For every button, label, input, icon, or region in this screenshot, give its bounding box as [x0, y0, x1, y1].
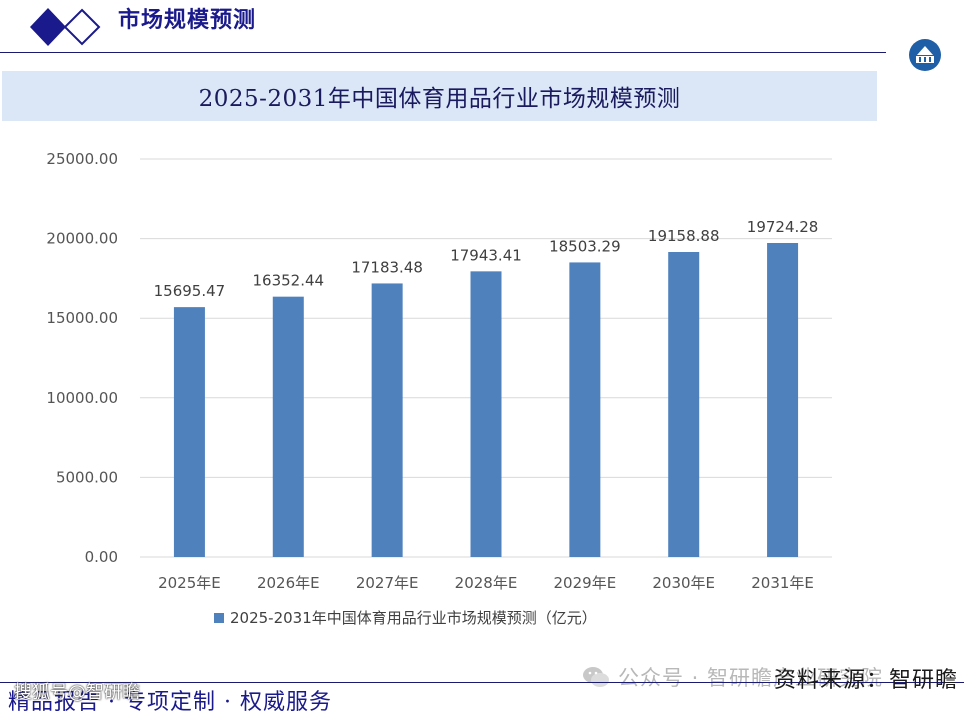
legend-swatch: [214, 612, 224, 623]
data-label: 19158.88: [648, 227, 720, 245]
chart-title: 2025-2031年中国体育用品行业市场规模预测: [198, 86, 681, 112]
data-source: 资料来源：智研瞻: [773, 668, 958, 693]
y-tick-label: 15000.00: [46, 309, 118, 327]
data-label: 15695.47: [154, 282, 226, 300]
chart-legend: 2025-2031年中国体育用品行业市场规模预测（亿元）: [214, 607, 597, 628]
header-title: 市场规模预测: [118, 7, 257, 33]
bar: [569, 262, 601, 557]
y-tick-label: 10000.00: [46, 389, 118, 407]
x-category-label: 2027年E: [356, 574, 419, 592]
x-category-label: 2028年E: [455, 574, 518, 592]
footer-slogan: 精品报告 · 专项定制 · 权威服务: [8, 690, 332, 713]
wechat-watermark: 公众号 · 智研瞻产业研究院: [582, 662, 883, 692]
wechat-watermark-text: 公众号 · 智研瞻产业研究院: [618, 666, 884, 690]
y-tick-label: 0.00: [85, 548, 118, 566]
y-tick-label: 5000.00: [56, 468, 118, 486]
bar: [272, 296, 304, 557]
y-tick-label: 25000.00: [46, 150, 118, 168]
data-label: 19724.28: [747, 218, 819, 236]
x-category-label: 2029年E: [554, 574, 617, 592]
data-label: 17183.48: [351, 258, 423, 276]
x-category-label: 2030年E: [652, 574, 715, 592]
bar: [371, 283, 403, 557]
sohu-watermark: 搜狐号@智研瞻: [14, 682, 140, 703]
data-label: 18503.29: [549, 237, 621, 255]
x-category-label: 2031年E: [751, 574, 814, 592]
y-tick-label: 20000.00: [46, 230, 118, 248]
x-category-label: 2025年E: [158, 574, 221, 592]
wechat-icon: [583, 667, 609, 687]
header-divider: [0, 52, 886, 53]
bar: [173, 307, 205, 557]
double-diamond-logo-icon: [30, 8, 101, 46]
x-category-label: 2026年E: [257, 574, 320, 592]
data-label: 16352.44: [252, 272, 324, 290]
bar: [668, 251, 700, 557]
bar: [470, 271, 502, 557]
round-building-badge-icon: [909, 39, 941, 71]
footer-divider: [0, 682, 964, 683]
legend-label: 2025-2031年中国体育用品行业市场规模预测（亿元）: [230, 609, 597, 627]
chart-title-banner: 2025-2031年中国体育用品行业市场规模预测: [2, 71, 877, 121]
data-label: 17943.41: [450, 246, 522, 264]
bar: [767, 242, 799, 558]
